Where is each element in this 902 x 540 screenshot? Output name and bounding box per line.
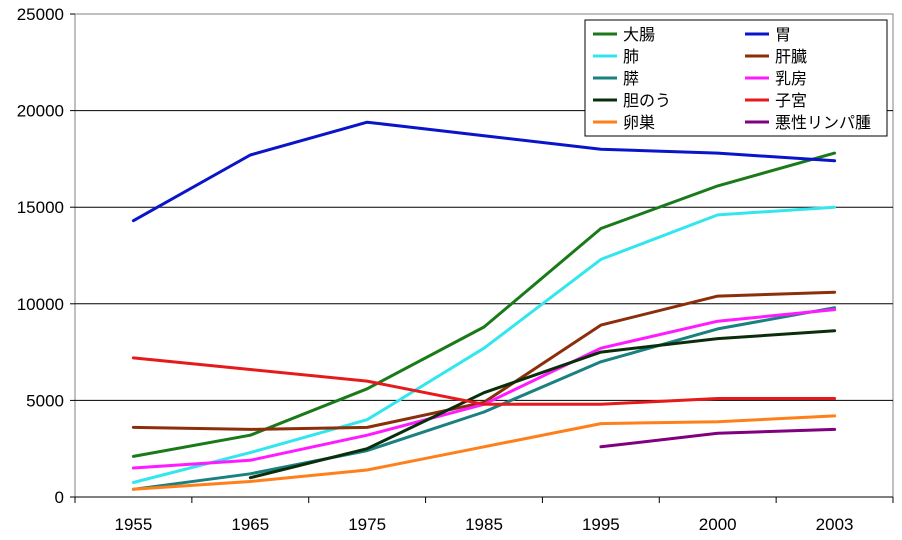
series-line-8 (131, 356, 837, 406)
series-line-4 (131, 290, 837, 431)
legend-label: 大腸 (623, 25, 655, 44)
series-line-10 (599, 427, 837, 449)
series-line-5 (131, 306, 837, 491)
series-line-7 (248, 329, 837, 480)
x-tick-label: 1985 (465, 515, 503, 534)
legend-label: 卵巣 (623, 113, 655, 132)
gridlines (75, 110, 893, 401)
series-line-9 (131, 414, 837, 491)
series-group (131, 120, 837, 491)
series-line-1 (131, 151, 837, 458)
x-tick-label: 1965 (231, 515, 269, 534)
legend-label: 膵 (623, 69, 639, 88)
legend-label: 乳房 (775, 69, 807, 88)
legend-box (584, 19, 888, 137)
x-axis: 1955 1965 1975 1985 1995 2000 2003 (74, 496, 894, 534)
x-tick-label: 1975 (348, 515, 386, 534)
legend-label: 胃 (775, 25, 791, 44)
legend-label: 肺 (623, 47, 639, 66)
series-line-3 (131, 205, 837, 484)
y-axis: 0 5000 10000 15000 20000 25000 (17, 5, 75, 507)
y-tick-label: 10000 (17, 295, 64, 314)
x-tick-label: 2000 (699, 515, 737, 534)
series-line-2 (131, 120, 837, 223)
y-tick-label: 20000 (17, 102, 64, 121)
x-tick-label: 1955 (115, 515, 153, 534)
y-tick-label: 0 (55, 488, 64, 507)
legend-label: 胆のう (623, 91, 671, 110)
y-tick-label: 25000 (17, 5, 64, 24)
x-tick-label: 2003 (816, 515, 854, 534)
y-tick-label: 5000 (26, 391, 64, 410)
x-tick-label: 1995 (582, 515, 620, 534)
legend-label: 子宮 (775, 91, 807, 110)
y-tick-label: 15000 (17, 198, 64, 217)
legend-label: 肝臓 (775, 47, 807, 66)
legend-label: 悪性リンパ腫 (775, 113, 871, 132)
